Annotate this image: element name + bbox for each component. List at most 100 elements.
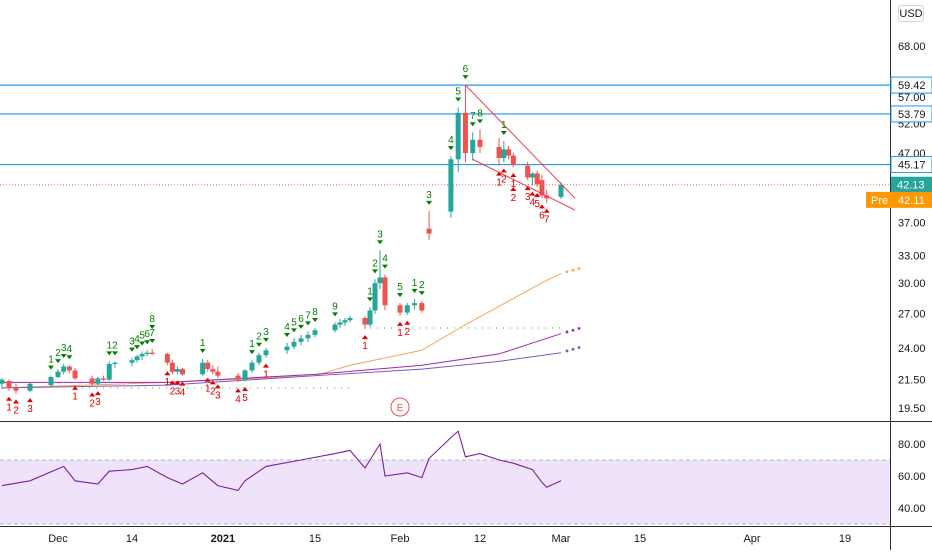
candle-body <box>298 338 304 342</box>
candle-body <box>496 146 502 159</box>
buy-setup-count: 1 <box>263 370 269 381</box>
sell-setup-count: 3 <box>377 229 383 240</box>
moving-average-projection-dot <box>571 268 575 272</box>
buy-setup-count: 1 <box>6 403 12 414</box>
buy-setup-count: 5 <box>534 199 540 210</box>
candle-body <box>6 381 12 388</box>
candle-body <box>101 378 107 380</box>
moving-average-projection-dot <box>571 328 575 332</box>
sell-setup-arrow <box>106 351 113 356</box>
sell-setup-count: 4 <box>448 135 454 146</box>
candle-body <box>27 383 33 391</box>
candle-body <box>55 371 61 378</box>
last-price-tag <box>891 176 932 193</box>
earnings-marker[interactable] <box>390 397 410 417</box>
buy-setup-count: 3 <box>525 192 531 203</box>
candle-body <box>347 318 353 321</box>
candle-body <box>263 350 269 356</box>
buy-setup-arrow <box>404 320 411 325</box>
candle-body <box>529 173 535 178</box>
sell-setup-count: 4 <box>134 334 140 345</box>
buy-setup-arrow <box>500 168 507 173</box>
moving-average-projection-dot <box>577 346 581 349</box>
buy-setup-count: 1 <box>72 392 78 403</box>
candle-body <box>149 352 155 354</box>
sell-setup-arrow <box>139 341 146 346</box>
trendline <box>472 158 576 211</box>
candle-body <box>284 346 290 351</box>
buy-setup-arrow <box>13 399 19 404</box>
sell-setup-count: 5 <box>291 317 297 328</box>
sell-setup-count: 7 <box>149 328 155 339</box>
time-tick-label: 15 <box>634 533 646 545</box>
buy-setup-count: 4 <box>530 198 536 209</box>
buy-setup-count: 6 <box>539 210 545 221</box>
currency-button[interactable]: USD <box>898 5 924 22</box>
buy-setup-arrow <box>235 388 241 393</box>
sell-setup-count: 4 <box>382 254 388 265</box>
candle-body <box>506 149 512 156</box>
candle-body <box>169 362 175 372</box>
sell-setup-arrow <box>149 325 156 330</box>
sell-setup-arrow <box>477 119 483 124</box>
candle-body <box>179 369 185 375</box>
level-tag-label: 59.42 <box>898 80 926 92</box>
moving-average-projection-dot <box>565 270 569 274</box>
buy-setup-count: 2 <box>404 327 410 338</box>
sell-setup-arrow <box>129 347 135 352</box>
moving-average-projection-dot <box>565 330 569 334</box>
sell-setup-count: 1 <box>412 278 418 289</box>
sell-setup-arrow <box>134 345 141 350</box>
sell-setup-arrow <box>411 289 418 294</box>
sell-setup-count: 9 <box>332 301 338 312</box>
sell-setup-count: 5 <box>455 86 461 97</box>
time-tick-label: Mar <box>552 533 571 545</box>
candle-body <box>397 305 403 313</box>
candle-body <box>412 303 418 306</box>
candle-body <box>367 310 373 325</box>
sell-setup-arrow <box>367 297 373 302</box>
candle-body <box>337 322 343 325</box>
candle-body <box>235 375 241 380</box>
sell-setup-count: 4 <box>67 344 73 355</box>
buy-setup-arrow <box>510 172 517 177</box>
level-tag-label: 53.79 <box>898 109 926 121</box>
sell-setup-arrow <box>149 339 156 344</box>
sell-setup-count: 2 <box>55 348 61 359</box>
candle-body <box>112 362 118 364</box>
sell-setup-arrow <box>312 317 318 322</box>
price-tick-label: 24.00 <box>898 343 926 355</box>
candle-body <box>0 379 5 384</box>
sell-setup-count: 4 <box>284 322 290 333</box>
candle-body <box>544 195 550 199</box>
sell-setup-arrow <box>48 365 54 370</box>
sell-setup-count: 5 <box>139 330 145 341</box>
moving-average-projection-dot <box>577 267 581 270</box>
trendline <box>465 84 576 199</box>
candle-body <box>558 184 564 197</box>
candle-body <box>210 369 216 372</box>
time-tick-label: 19 <box>839 533 851 545</box>
buy-setup-arrow <box>529 191 536 196</box>
candle-body <box>525 165 531 178</box>
moving-average-line <box>2 333 562 383</box>
sell-setup-arrow <box>447 146 454 151</box>
buy-setup-arrow <box>543 208 550 213</box>
buy-setup-count: 2 <box>511 193 517 204</box>
buy-setup-count: 1 <box>511 179 517 190</box>
candle-body <box>501 149 507 159</box>
sell-setup-arrow <box>284 333 290 338</box>
buy-setup-arrow <box>6 396 12 401</box>
price-tick-label: 30.00 <box>898 278 926 290</box>
candle-body <box>362 318 368 325</box>
candle-body <box>377 277 383 284</box>
buy-setup-count: 4 <box>235 394 241 405</box>
moving-average-projection-dot <box>565 349 569 353</box>
sell-setup-count: 6 <box>298 314 304 325</box>
level-tag-label: 45.17 <box>898 160 926 172</box>
sell-setup-arrow <box>55 359 61 364</box>
sell-setup-count: 7 <box>305 310 311 321</box>
sell-setup-arrow <box>377 240 383 245</box>
